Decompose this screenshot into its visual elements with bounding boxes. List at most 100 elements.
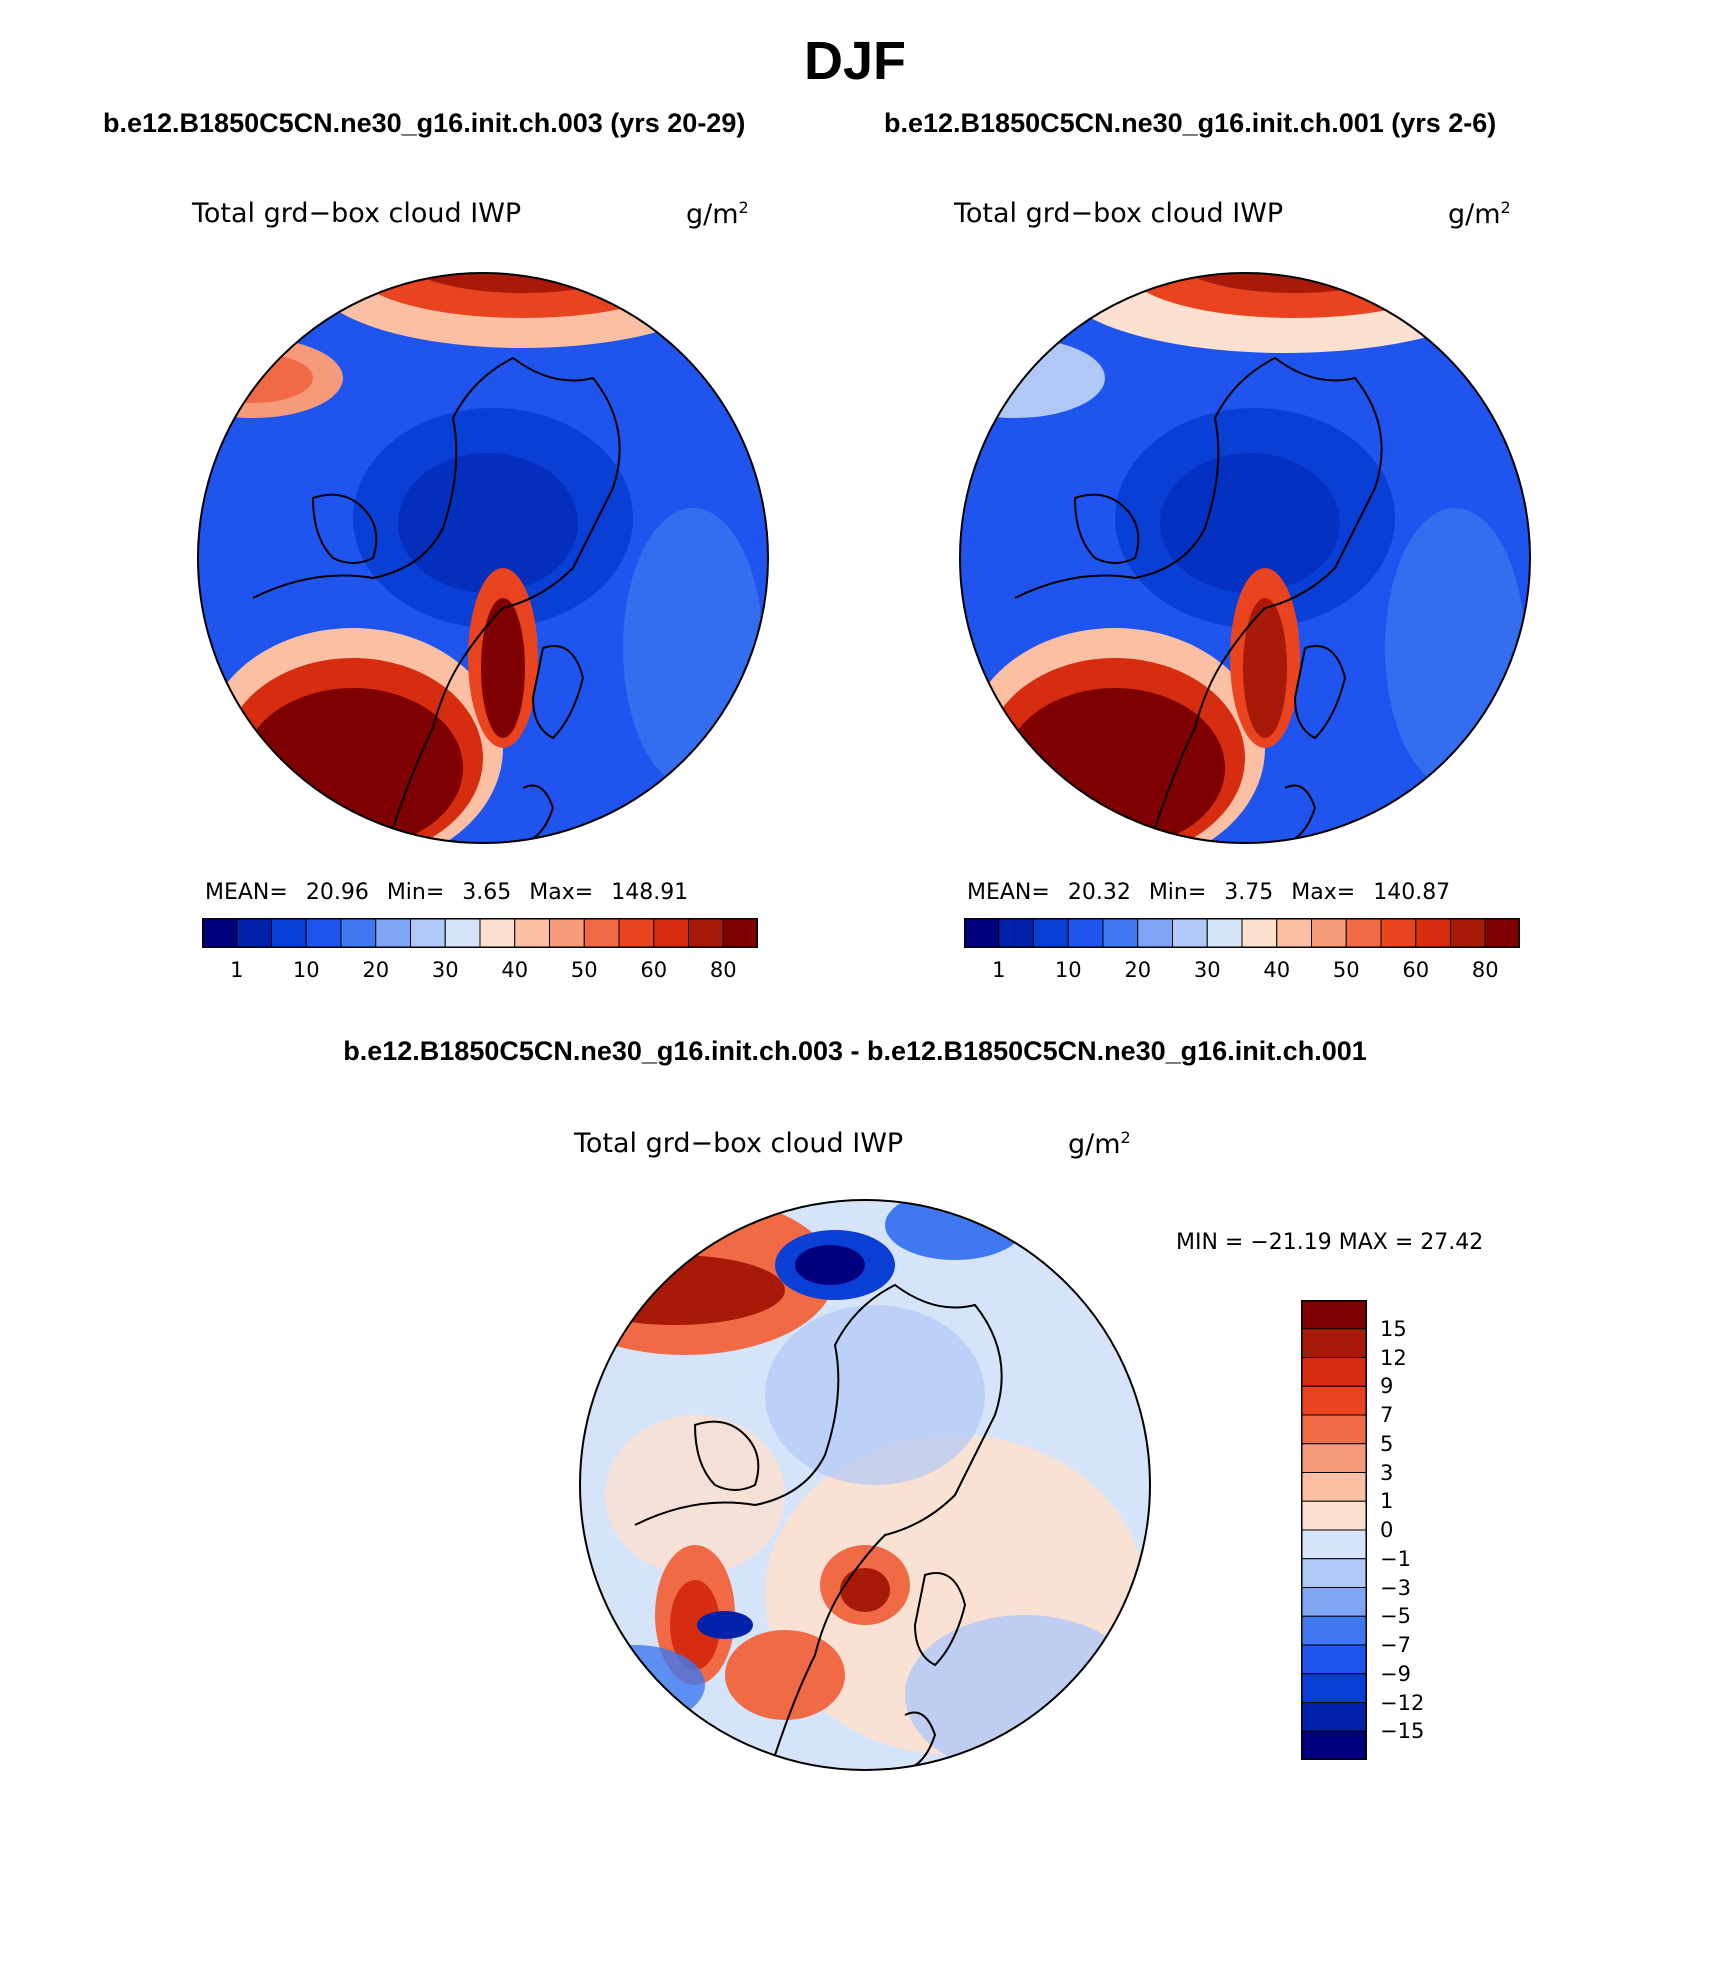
colorbar-swatch <box>1301 1385 1367 1416</box>
colorbar-tick-label: 50 <box>1332 958 1360 982</box>
colorbar-tick-label: −7 <box>1380 1633 1411 1657</box>
colorbar-swatch <box>1301 1414 1367 1445</box>
colorbar-swatch <box>1301 1730 1367 1760</box>
colorbar-swatch <box>1301 1328 1367 1358</box>
left-case-title: b.e12.B1850C5CN.ne30_g16.init.ch.003 (yr… <box>103 108 746 138</box>
diff-colorbar-ticks: 15 12 9 7 5 3 1 0 −1 −3 −5 −7 −9 −12 −15 <box>1380 1300 1460 1760</box>
colorbar-swatch <box>1301 1673 1367 1703</box>
colorbar-swatch <box>1137 918 1173 948</box>
diff-minmax: MIN = −21.19 MAX = 27.42 <box>1176 1230 1484 1255</box>
colorbar-swatch <box>1415 918 1451 948</box>
colorbar-swatch <box>1241 918 1278 948</box>
colorbar-swatch <box>1301 1357 1367 1387</box>
colorbar-swatch <box>305 918 342 948</box>
colorbar-tick-label: 20 <box>362 958 390 982</box>
colorbar-swatch <box>1301 1472 1367 1502</box>
diff-title: b.e12.B1850C5CN.ne30_g16.init.ch.003 - b… <box>343 1036 1367 1066</box>
diff-colorbar <box>1301 1300 1367 1760</box>
colorbar-swatch <box>271 918 307 948</box>
right-units: g/m2 <box>1448 198 1511 230</box>
colorbar-tick-label: −3 <box>1380 1575 1411 1600</box>
colorbar-swatch <box>1484 918 1520 948</box>
colorbar-swatch <box>340 918 377 948</box>
left-colorbar <box>202 918 758 948</box>
colorbar-tick-label: 30 <box>431 958 459 982</box>
diff-variable-label: Total grd−box cloud IWP <box>574 1128 904 1159</box>
right-colorbar <box>964 918 1520 948</box>
diff-units: g/m2 <box>1068 1128 1131 1160</box>
colorbar-swatch <box>1102 918 1139 948</box>
colorbar-swatch <box>998 918 1034 948</box>
colorbar-tick-label: 15 <box>1380 1316 1407 1341</box>
colorbar-tick-label: 80 <box>709 958 737 982</box>
colorbar-swatch <box>479 918 516 948</box>
colorbar-border <box>202 918 758 948</box>
colorbar-tick-label: 9 <box>1380 1374 1394 1399</box>
colorbar-swatch <box>1301 1300 1367 1330</box>
colorbar-tick-label: 10 <box>1054 958 1082 982</box>
diff-polar-map <box>579 1199 1151 1771</box>
colorbar-tick-label: 10 <box>292 958 320 982</box>
colorbar-tick-label: 1 <box>992 958 1006 982</box>
colorbar-swatch <box>444 918 481 948</box>
colorbar-swatch <box>618 918 655 948</box>
colorbar-swatch <box>410 918 446 948</box>
colorbar-tick-label: −1 <box>1380 1546 1411 1571</box>
colorbar-tick-label: 12 <box>1380 1345 1407 1370</box>
colorbar-tick-label: 40 <box>501 958 529 982</box>
colorbar-border <box>1301 1300 1367 1760</box>
colorbar-swatch <box>1301 1529 1367 1560</box>
colorbar-tick-label: 60 <box>1402 958 1430 982</box>
colorbar-swatch <box>375 918 411 948</box>
colorbar-swatch <box>1276 918 1312 948</box>
left-stats: MEAN= 20.96 Min= 3.65 Max= 148.91 <box>205 880 689 905</box>
colorbar-tick-label: 0 <box>1380 1518 1394 1542</box>
colorbar-tick-label: 7 <box>1380 1403 1394 1427</box>
colorbar-swatch <box>1311 918 1347 948</box>
left-variable-label: Total grd−box cloud IWP <box>192 198 522 229</box>
colorbar-swatch <box>1345 918 1382 948</box>
right-colorbar-ticks: 1 10 20 30 40 50 60 80 <box>964 958 1520 988</box>
colorbar-tick-label: 50 <box>570 958 598 982</box>
colorbar-tick-label: 3 <box>1380 1460 1394 1485</box>
colorbar-swatch <box>722 918 758 948</box>
colorbar-swatch <box>1301 1443 1367 1473</box>
colorbar-tick-label: −5 <box>1380 1604 1411 1629</box>
colorbar-tick-label: 20 <box>1124 958 1152 982</box>
colorbar-swatch <box>514 918 550 948</box>
colorbar-swatch <box>1033 918 1069 948</box>
colorbar-swatch <box>1301 1615 1367 1646</box>
colorbar-tick-label: −9 <box>1380 1661 1411 1686</box>
colorbar-tick-label: 1 <box>1380 1489 1394 1514</box>
colorbar-tick-label: 60 <box>640 958 668 982</box>
colorbar-tick-label: −12 <box>1380 1690 1425 1715</box>
colorbar-swatch <box>1172 918 1208 948</box>
colorbar-swatch <box>583 918 620 948</box>
left-polar-map <box>197 272 769 844</box>
colorbar-swatch <box>964 918 1000 948</box>
right-variable-label: Total grd−box cloud IWP <box>954 198 1284 229</box>
colorbar-swatch <box>549 918 585 948</box>
left-units: g/m2 <box>686 198 749 230</box>
colorbar-swatch <box>236 918 272 948</box>
colorbar-swatch <box>1380 918 1417 948</box>
colorbar-swatch <box>202 918 238 948</box>
colorbar-swatch <box>1301 1500 1367 1531</box>
right-polar-map <box>959 272 1531 844</box>
colorbar-tick-label: 5 <box>1380 1431 1394 1456</box>
colorbar-swatch <box>1450 918 1486 948</box>
left-colorbar-ticks: 1 10 20 30 40 50 60 80 <box>202 958 758 988</box>
colorbar-swatch <box>1067 918 1104 948</box>
colorbar-swatch <box>653 918 689 948</box>
colorbar-swatch <box>1301 1702 1367 1732</box>
colorbar-tick-label: 80 <box>1471 958 1499 982</box>
colorbar-swatch <box>1301 1558 1367 1588</box>
colorbar-tick-label: −15 <box>1380 1719 1425 1744</box>
figure-title: DJF <box>803 31 906 91</box>
colorbar-border <box>964 918 1520 948</box>
colorbar-tick-label: 30 <box>1193 958 1221 982</box>
colorbar-swatch <box>688 918 724 948</box>
right-case-title: b.e12.B1850C5CN.ne30_g16.init.ch.001 (yr… <box>884 108 1497 138</box>
right-stats: MEAN= 20.32 Min= 3.75 Max= 140.87 <box>967 880 1451 905</box>
colorbar-tick-label: 1 <box>230 958 244 982</box>
